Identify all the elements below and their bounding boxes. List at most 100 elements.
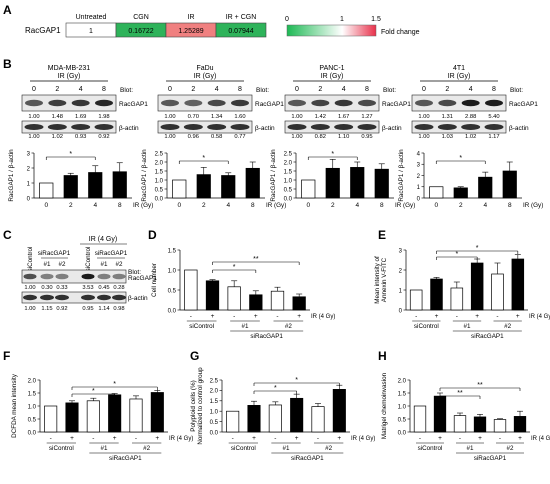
sig-marker: ** — [477, 382, 483, 389]
panel-label-a: A — [3, 3, 12, 17]
y-tick-label: 1.5 — [168, 248, 177, 254]
racgap1-band-quant: 1.98 — [98, 114, 109, 120]
siracgap1-label: siRacGAP1 — [109, 455, 142, 462]
ir-sign: - — [50, 435, 52, 442]
actin-blot-image — [284, 120, 380, 134]
group-1-label: #1 — [466, 445, 474, 452]
bar — [473, 416, 487, 433]
sig-marker: * — [233, 264, 236, 271]
y-tick-label: 0.0 — [284, 196, 293, 202]
actin-band — [71, 124, 91, 130]
sig-marker: * — [113, 381, 116, 388]
racgap1-label: RacGAP1 — [382, 101, 411, 108]
bar — [88, 172, 103, 199]
actin-blot-image — [411, 120, 507, 134]
racgap1-label: RacGAP1 — [255, 101, 284, 108]
actin-band-quant: 1.00 — [418, 134, 429, 140]
sig-marker: * — [295, 377, 298, 384]
racgap1-band — [23, 273, 37, 280]
ir-sign: + — [252, 435, 256, 442]
racgap1-band — [415, 99, 433, 107]
blot-label: Blot: — [256, 87, 269, 94]
y-tick-label: 2 — [399, 268, 403, 274]
y-axis-label: RacGAP1 / β-actin — [270, 149, 277, 202]
x-tick-label: 0 — [434, 202, 438, 209]
cell-line-subtitle: IR (Gy) — [448, 73, 471, 80]
x-tick-label: 8 — [118, 202, 122, 209]
y-tick-label: 0.5 — [155, 187, 164, 193]
y-tick-label: 1 — [399, 288, 403, 294]
sig-marker: * — [92, 388, 95, 395]
racgap1-band-quant: 3.53 — [82, 285, 93, 291]
racgap1-band — [311, 99, 330, 107]
sig-marker: ** — [457, 390, 463, 397]
racgap1-blot-image — [21, 269, 127, 284]
racgap1-label: RacGAP1 — [128, 275, 157, 282]
lane-1-label: #1 — [43, 261, 51, 268]
ir-sign: + — [518, 435, 522, 442]
bar — [409, 289, 423, 311]
racgap1-band — [25, 99, 43, 107]
actin-band — [94, 124, 114, 130]
ir-sign: - — [456, 313, 458, 320]
ir-sign: - — [499, 435, 501, 442]
ir-sign: + — [295, 435, 299, 442]
gy-tick: 4 — [469, 86, 473, 93]
panel-c-sirac-1: siRacGAP1 — [38, 250, 71, 257]
y-tick-label: 2.5 — [155, 151, 164, 157]
gy-tick: 4 — [215, 86, 219, 93]
x-axis-label: IR (Gy) — [395, 202, 415, 209]
legend-tick-1: 1 — [340, 16, 344, 23]
ir-sign: + — [435, 313, 439, 320]
ir-sign: - — [190, 313, 192, 320]
racgap1-label: RacGAP1 — [509, 101, 538, 108]
gy-tick: 8 — [102, 86, 106, 93]
sicontrol-label: siControl — [418, 445, 443, 452]
group-2-label: #2 — [504, 323, 512, 330]
racgap1-band — [231, 99, 249, 107]
ir-sign: + — [475, 313, 479, 320]
y-tick-label: 1.0 — [168, 268, 177, 274]
racgap1-band-quant: 0.70 — [188, 114, 199, 120]
ir-sign: + — [211, 313, 215, 320]
actin-band — [484, 124, 504, 130]
panel-c-blot: IR (4 Gy) siRacGAP1 siRacGAP1 #1 #2 #1 #2 siCon… — [21, 236, 157, 312]
racgap1-band — [161, 99, 179, 107]
y-tick-label: 0.0 — [398, 430, 407, 436]
bar — [332, 389, 346, 433]
racgap1-band-quant: 1.34 — [211, 114, 223, 120]
y-tick-label: 1.5 — [398, 391, 407, 397]
bar — [150, 392, 164, 433]
y-tick-label: 2.0 — [155, 160, 164, 166]
group-1-label: #1 — [100, 445, 108, 452]
actin-band-quant: 0.98 — [113, 306, 124, 312]
racgap1-band — [184, 99, 203, 107]
fold-change-legend: 0 1 1.5 Fold change — [285, 16, 420, 37]
actin-band-quant: 1.17 — [488, 134, 499, 140]
racgap1-band — [334, 99, 353, 107]
actin-band — [97, 294, 111, 301]
cell-line-title: MDA-MB-231 — [48, 65, 91, 72]
gy-tick: 4 — [342, 86, 346, 93]
cell-line-subtitle: IR (Gy) — [194, 73, 217, 80]
heatmap-col-cgn: CGN — [133, 14, 149, 21]
heatmap-cell-ir-cgn — [215, 22, 267, 38]
actin-band-quant: 1.00 — [291, 134, 302, 140]
group-1-label: #1 — [463, 323, 471, 330]
ir-sign: + — [438, 435, 442, 442]
racgap1-band — [55, 273, 69, 280]
y-axis-label: RacGAP1 / β-actin — [398, 149, 405, 202]
heatmap-value-cgn: 0.16722 — [128, 28, 153, 35]
bar — [196, 174, 211, 199]
siracgap1-label: siRacGAP1 — [471, 333, 504, 340]
ir-sign: - — [276, 313, 278, 320]
bar — [65, 402, 79, 433]
y-tick-label: 0.0 — [155, 196, 164, 202]
y-tick-label: 1.5 — [155, 169, 164, 175]
x-tick-label: 2 — [69, 202, 73, 209]
bar — [108, 394, 122, 433]
group-2-label: #2 — [143, 445, 151, 452]
siracgap1-label: siRacGAP1 — [291, 455, 324, 462]
y-tick-label: 1.0 — [28, 404, 37, 410]
y-tick-label: 0.5 — [210, 420, 219, 426]
